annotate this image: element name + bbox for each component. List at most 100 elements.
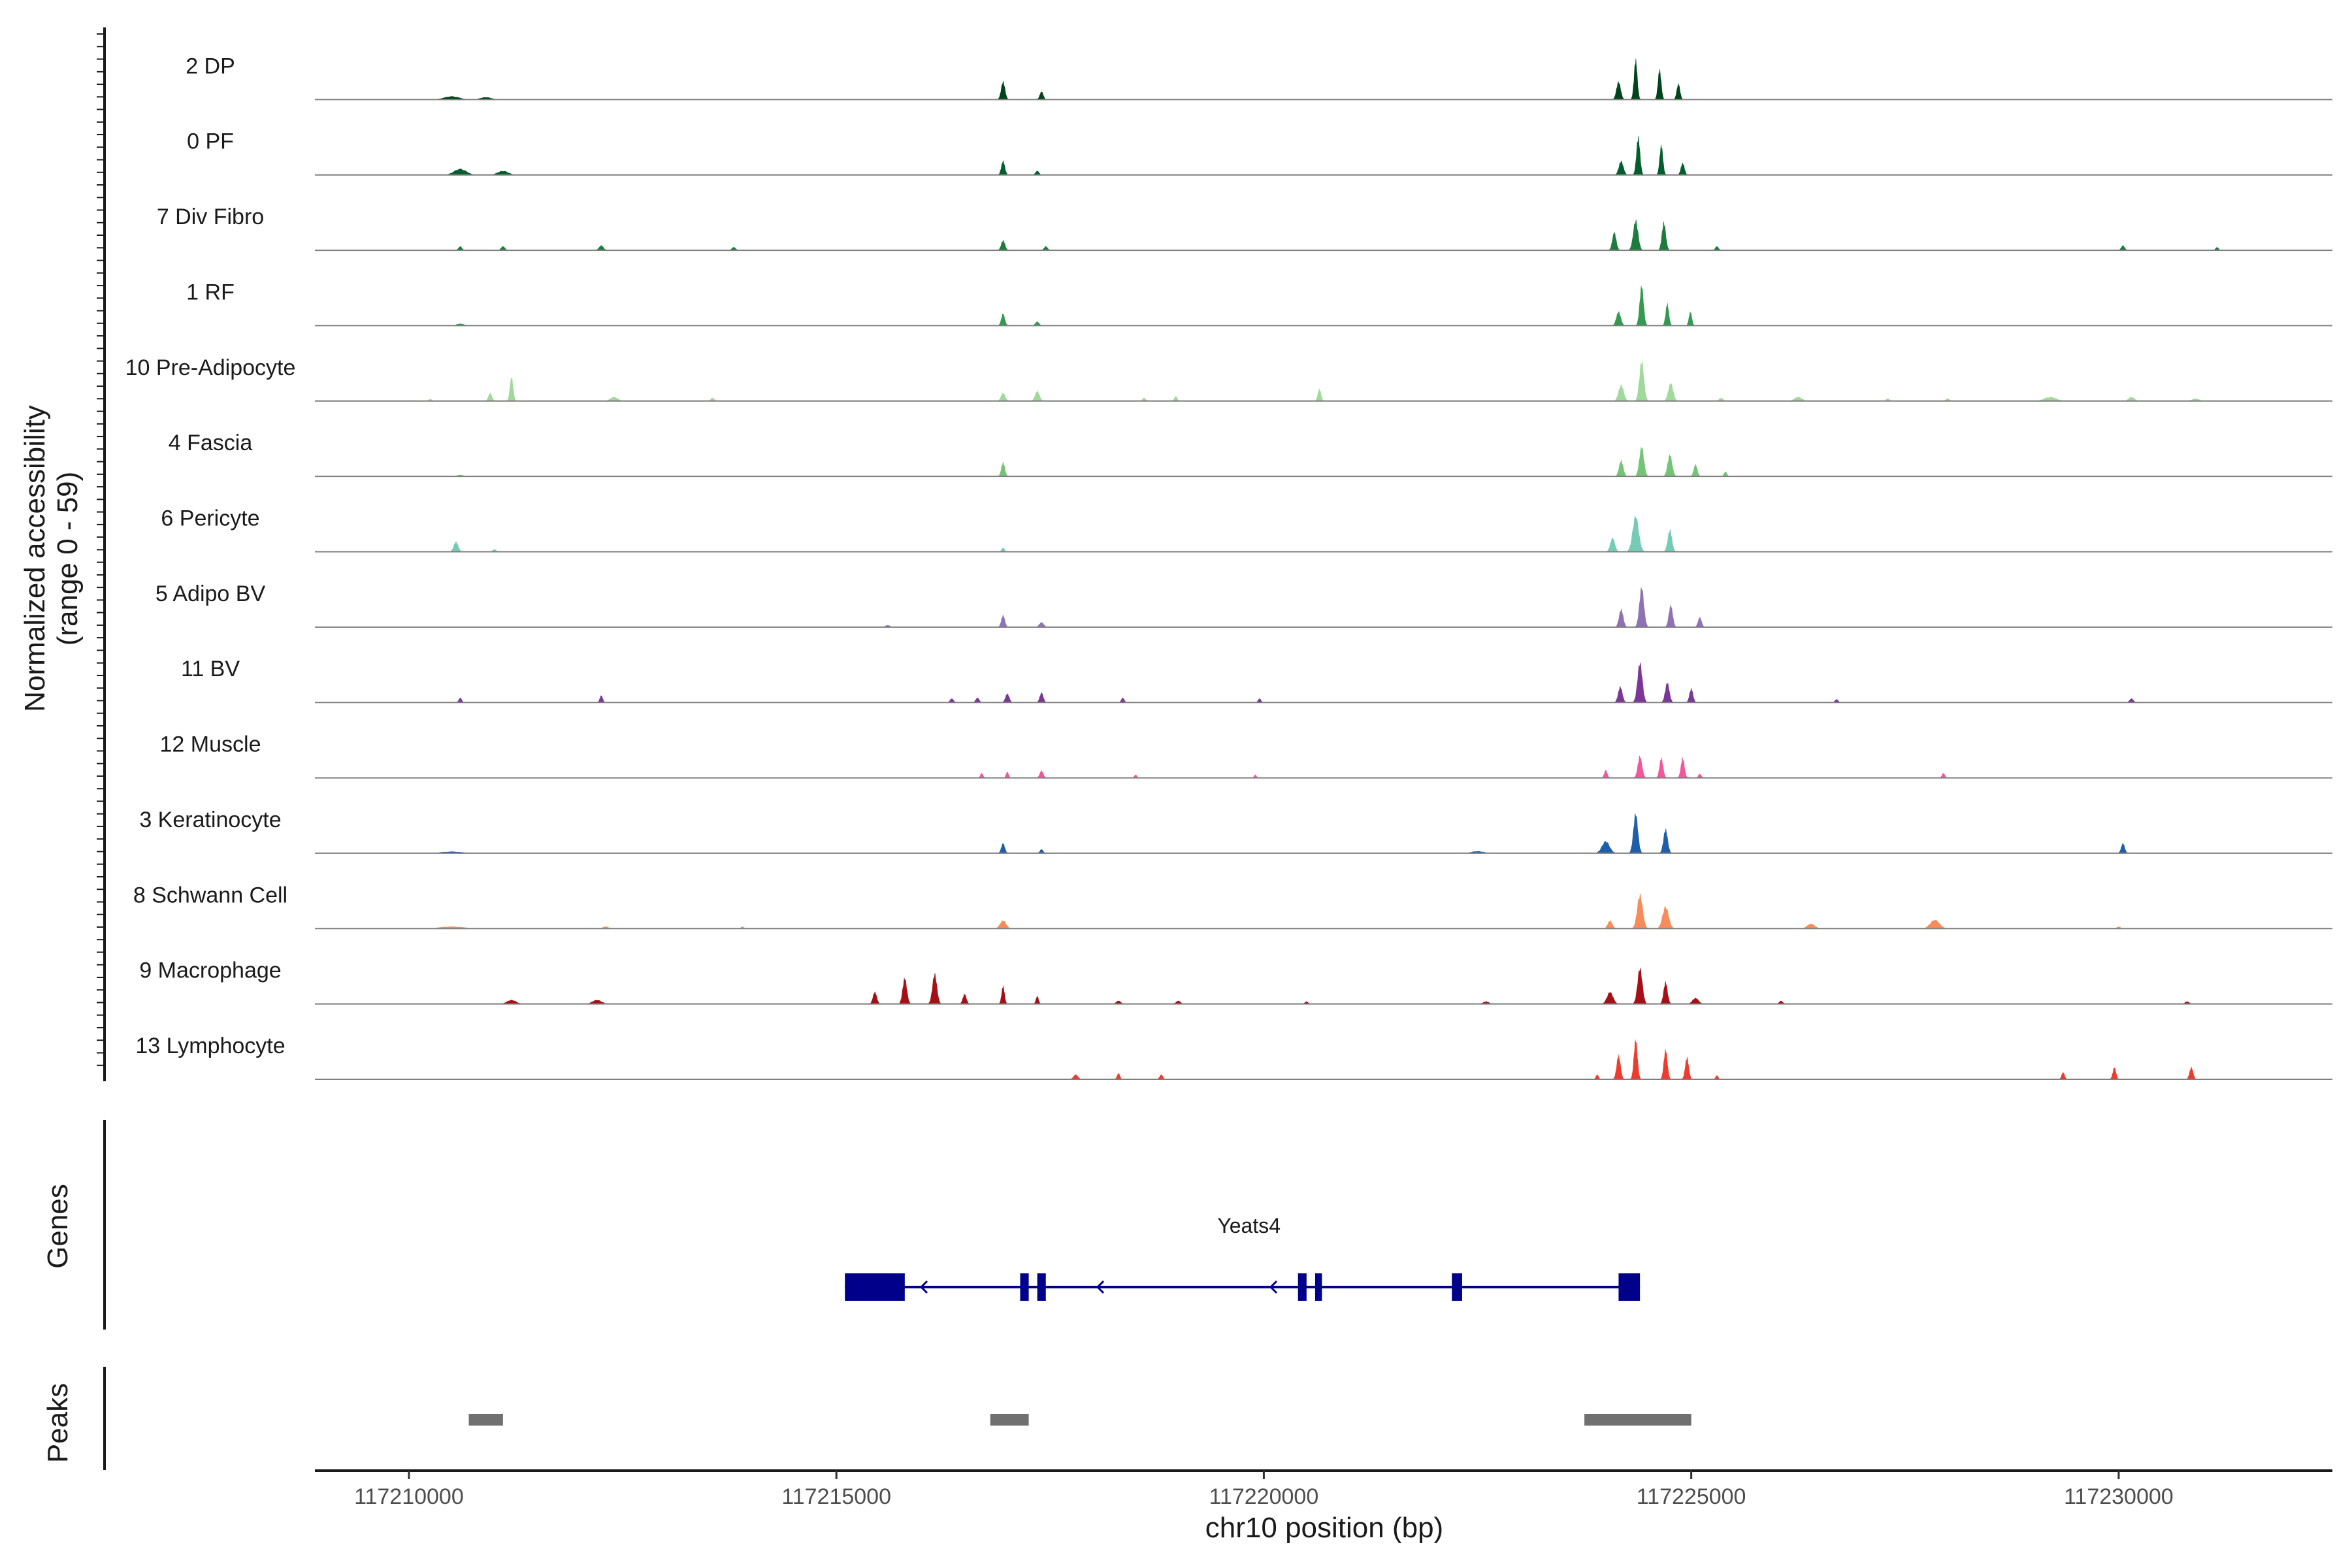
- coverage-peak: [497, 246, 509, 251]
- coverage-peak: [998, 160, 1009, 175]
- track-label: 7 Div Fibro: [157, 204, 264, 229]
- gene-exon: [845, 1273, 905, 1301]
- coverage-peak: [1663, 529, 1676, 552]
- coverage-peak: [2126, 698, 2137, 703]
- coverage-peak: [1721, 471, 1730, 477]
- coverage-peak: [1603, 920, 1617, 929]
- coverage-peak: [595, 245, 608, 251]
- track-label: 6 Pericyte: [161, 506, 259, 531]
- coverage-peak: [1687, 998, 1705, 1004]
- coverage-peak: [1713, 1075, 1721, 1079]
- coverage-peak: [1004, 772, 1011, 778]
- coverage-peak: [1030, 391, 1044, 401]
- coverage-peak: [1614, 160, 1628, 175]
- coverage-peak: [603, 397, 625, 401]
- coverage-peak: [998, 985, 1007, 1004]
- track-label: 8 Schwann Cell: [133, 883, 287, 907]
- coverage-peak: [1695, 774, 1705, 778]
- coverage-peak: [1595, 841, 1617, 853]
- coverage-peak: [1040, 246, 1051, 251]
- track-9: 12 Muscle: [160, 732, 2332, 779]
- coverage-peak: [596, 695, 606, 703]
- peak-region: [1584, 1414, 1691, 1426]
- coverage-peak: [2117, 245, 2129, 251]
- coverage-peak: [1035, 622, 1048, 627]
- x-axis-title: chr10 position (bp): [1205, 1512, 1443, 1544]
- coverage-peak: [1657, 906, 1674, 929]
- coverage-peak: [1171, 396, 1181, 401]
- coverage-peak: [998, 547, 1007, 552]
- coverage-peak: [1712, 246, 1722, 251]
- coverage-peak: [1036, 692, 1047, 703]
- coverage-peak: [1787, 397, 1809, 401]
- coverage-peak: [1686, 687, 1697, 703]
- coverage-peak: [1112, 1000, 1125, 1004]
- coverage-peak: [998, 461, 1009, 477]
- coverage-peak: [584, 1000, 610, 1004]
- coverage-peak: [1255, 698, 1264, 703]
- coverage-peak: [1614, 384, 1629, 401]
- coverage-peak: [2117, 843, 2129, 853]
- peaks-track-label: Peaks: [42, 1383, 74, 1463]
- coverage-peak: [1673, 83, 1684, 100]
- coverage-peak: [2059, 1071, 2068, 1079]
- track-label: 9 Macrophage: [139, 958, 281, 983]
- coverage-peak: [2186, 1066, 2197, 1079]
- coverage-peak: [1615, 608, 1627, 627]
- coverage-peak: [1632, 893, 1648, 929]
- coverage-peak: [1656, 757, 1667, 778]
- track-label: 3 Keratinocyte: [139, 808, 281, 832]
- coverage-peak: [1659, 828, 1672, 853]
- coverage-peak: [455, 246, 466, 251]
- track-6: 6 Pericyte: [161, 506, 2332, 553]
- coverage-peak: [2123, 397, 2140, 401]
- coverage-peak: [1636, 285, 1648, 326]
- coverage-peak: [1612, 81, 1625, 100]
- coverage-peak: [1629, 219, 1643, 251]
- track-label: 12 Muscle: [160, 732, 261, 757]
- coverage-peak: [449, 541, 463, 552]
- coverage-peak: [1609, 232, 1620, 251]
- coverage-peak: [1677, 757, 1688, 778]
- track-label: 2 DP: [186, 54, 235, 78]
- coverage-peak: [1630, 1038, 1641, 1079]
- coverage-peak: [455, 697, 465, 703]
- coverage-peak: [1694, 617, 1705, 627]
- track-label: 5 Adipo BV: [155, 581, 266, 606]
- coverage-peak: [1612, 311, 1625, 326]
- x-tick-label: 117230000: [2064, 1484, 2174, 1509]
- coverage-peak: [1036, 91, 1047, 100]
- coverage-peak: [1665, 604, 1676, 627]
- coverage-peak: [1663, 453, 1676, 477]
- track-3: 1 RF: [186, 280, 2332, 327]
- track-10: 3 Keratinocyte: [139, 808, 2332, 854]
- coverage-tracks: 2 DP 0 PF 7 Div Fibro 1 RF 10 Pre-Adipocyte 4…: [125, 54, 2332, 1080]
- x-axis: 117210000 117215000 117220000 117225000 1172…: [315, 1469, 2332, 1509]
- coverage-peak: [1252, 774, 1259, 778]
- coverage-peak: [998, 843, 1009, 853]
- coverage-peak: [997, 80, 1009, 100]
- coverage-peak: [1601, 992, 1619, 1004]
- gene-exon: [1618, 1273, 1641, 1301]
- coverage-peak: [1634, 755, 1646, 778]
- coverage-peak: [728, 247, 740, 251]
- coverage-peak: [1033, 996, 1041, 1004]
- track-label: 13 Lymphocyte: [135, 1034, 285, 1058]
- coverage-peak: [1629, 812, 1642, 853]
- coverage-peak: [1663, 383, 1678, 401]
- coverage-peak: [1612, 1054, 1624, 1079]
- coverage-peak: [506, 377, 517, 401]
- coverage-peak: [1002, 693, 1013, 703]
- track-8: 11 BV: [181, 657, 2332, 704]
- coverage-peak: [488, 171, 518, 175]
- coverage-peak: [997, 393, 1009, 401]
- track-1: 0 PF: [187, 129, 2332, 176]
- coverage-peak: [1132, 774, 1139, 778]
- strand-arrow: [919, 1280, 928, 1294]
- coverage-peak: [1156, 1074, 1166, 1079]
- track-13: 13 Lymphocyte: [135, 1034, 2332, 1080]
- coverage-peak: [1119, 697, 1128, 703]
- coverage-peak: [1633, 661, 1647, 703]
- coverage-peak: [1659, 981, 1671, 1004]
- coverage-peak: [977, 772, 986, 778]
